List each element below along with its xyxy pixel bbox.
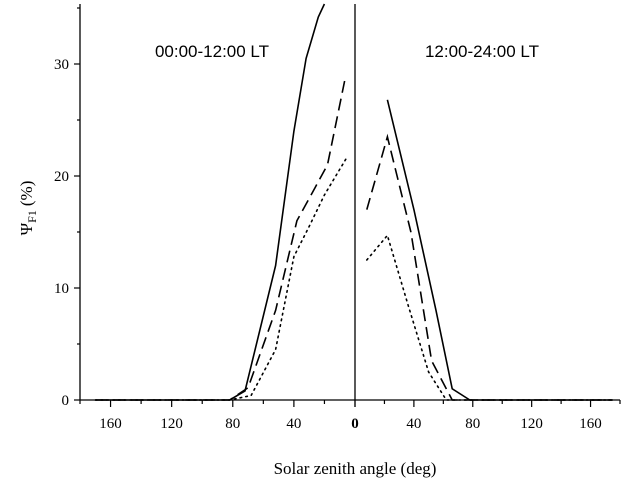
x-tick-label: 40 — [406, 416, 421, 432]
series-line-dotted-left — [94, 158, 347, 401]
series-line-dashed-left — [95, 75, 347, 401]
y-tick-label: 20 — [54, 169, 69, 185]
series-group — [94, 3, 614, 401]
panel-title-right: 12:00-24:00 LT — [425, 42, 539, 61]
x-tick-label: 120 — [520, 416, 543, 432]
y-tick-label: 0 — [62, 393, 70, 409]
x-tick-label: 160 — [579, 416, 602, 432]
x-axis-title: Solar zenith angle (deg) — [274, 459, 437, 478]
series-line-solid-left — [95, 3, 326, 401]
x-tick-label: 80 — [225, 416, 240, 432]
x-tick-label: 40 — [286, 416, 301, 432]
ticks-group: 0 10 20 30 160 120 80 40 0 40 80 120 160 — [54, 7, 621, 432]
y-axis-title-symbol: Ψ — [17, 222, 36, 235]
x-tick-label: 160 — [99, 416, 122, 432]
x-tick-label: 80 — [465, 416, 480, 432]
x-tick-label: 120 — [160, 416, 183, 432]
panel-title-left: 00:00-12:00 LT — [155, 42, 269, 61]
y-axis-title-subscript: F1 — [25, 210, 39, 223]
y-axis-title: ΨF1 (%) — [17, 181, 39, 236]
series-line-dotted-right — [365, 233, 614, 401]
y-axis-title-unit: (%) — [17, 181, 36, 206]
series-line-dashed-right — [366, 133, 613, 401]
y-tick-label: 30 — [54, 57, 69, 73]
series-line-solid-right — [386, 99, 613, 401]
y-tick-label: 10 — [54, 281, 69, 297]
x-tick-label: 0 — [351, 416, 359, 432]
